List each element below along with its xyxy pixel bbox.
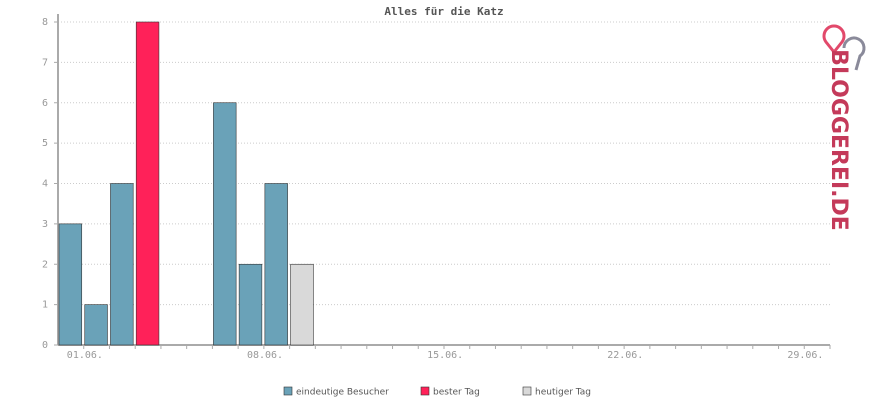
y-tick-label: 1 [42,300,48,311]
y-tick-label: 0 [42,340,48,351]
logo-text: BLOGGEREI.DE [826,49,851,231]
legend-label: heutiger Tag [535,388,591,398]
legend-label: bester Tag [433,388,480,398]
y-tick-label: 6 [42,98,48,109]
x-tick-label: 08.06. [247,350,283,361]
bar [135,21,160,346]
bar [290,263,314,346]
bar [110,183,134,346]
legend-swatch [420,386,430,396]
legend-swatch [283,386,293,396]
x-tick-label: 29.06. [787,350,823,361]
x-tick-label: 01.06. [67,350,103,361]
y-tick-label: 3 [42,219,48,230]
bar [213,102,237,346]
y-tick-label: 7 [42,57,48,68]
y-tick-label: 5 [42,138,48,149]
x-tick-label: 22.06. [607,350,643,361]
y-tick-label: 4 [42,179,48,190]
legend-swatch [522,386,532,396]
x-tick-label: 15.06. [427,350,463,361]
legend: eindeutige Besucher bester Tag heutiger Ta… [283,386,591,398]
logo: BLOGGEREI.DE [822,24,866,231]
bar [264,183,288,346]
y-tick-label: 8 [42,17,48,28]
legend-label: eindeutige Besucher [296,388,389,398]
chart-title: Alles für die Katz [384,5,503,18]
y-tick-label: 2 [42,259,48,270]
bar [84,304,108,346]
bar [58,223,83,346]
bar [238,263,263,346]
